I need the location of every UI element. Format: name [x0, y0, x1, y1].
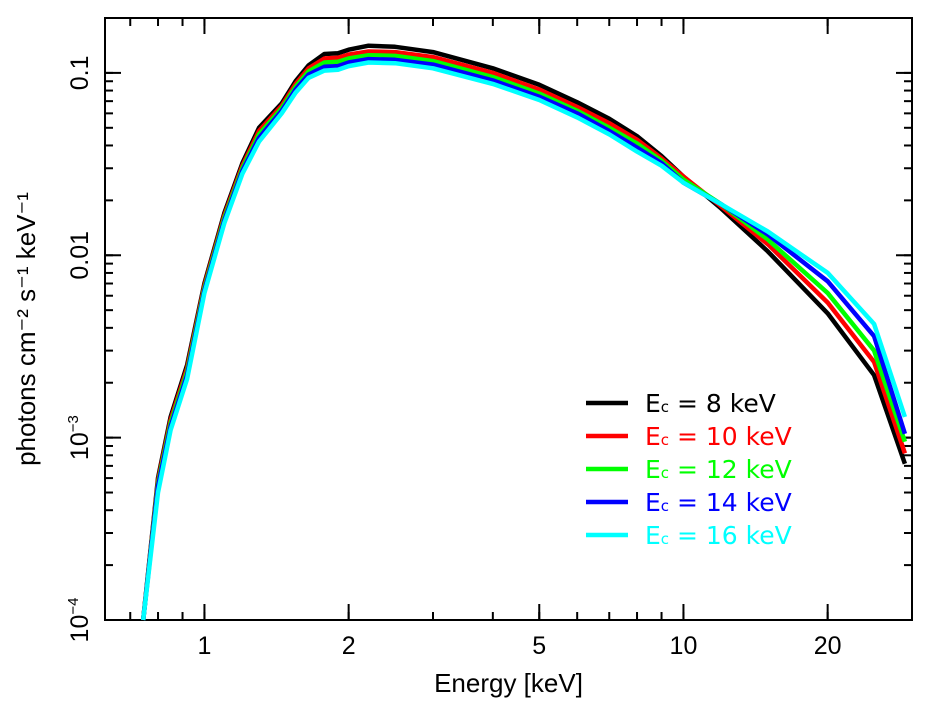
x-tick-label: 5 — [532, 632, 546, 660]
legend-label-2: Ec = 10 keV — [645, 422, 792, 451]
legend: Ec = 8 keV Ec = 10 keV Ec = 12 keV Ec = 14 … — [586, 389, 792, 550]
x-tick-label: 1 — [197, 632, 211, 660]
x-tick-label: 20 — [814, 632, 842, 660]
x-tick-label: 2 — [342, 632, 356, 660]
legend-label-5: Ec = 16 keV — [645, 521, 792, 550]
plot-frame — [104, 17, 913, 621]
x-tick-labels: 1 2 5 10 20 — [197, 632, 841, 660]
y-tick-label: 10−4 — [65, 598, 94, 643]
y-tick-labels: 10−4 10−3 0.01 0.1 — [65, 56, 94, 643]
y-tick-label: 0.1 — [66, 56, 94, 91]
y-axis-title: photons cm⁻² s⁻¹ keV⁻¹ — [11, 192, 41, 466]
x-axis-title: Energy [keV] — [434, 668, 583, 698]
x-tick-label: 10 — [670, 632, 698, 660]
y-tick-label: 10−3 — [65, 415, 94, 460]
series-lines — [140, 43, 908, 621]
legend-label-4: Ec = 14 keV — [645, 488, 792, 517]
series-line-5 — [140, 60, 908, 621]
legend-label-1: Ec = 8 keV — [645, 389, 776, 418]
legend-label-3: Ec = 12 keV — [645, 455, 792, 484]
y-tick-label: 0.01 — [66, 231, 94, 280]
